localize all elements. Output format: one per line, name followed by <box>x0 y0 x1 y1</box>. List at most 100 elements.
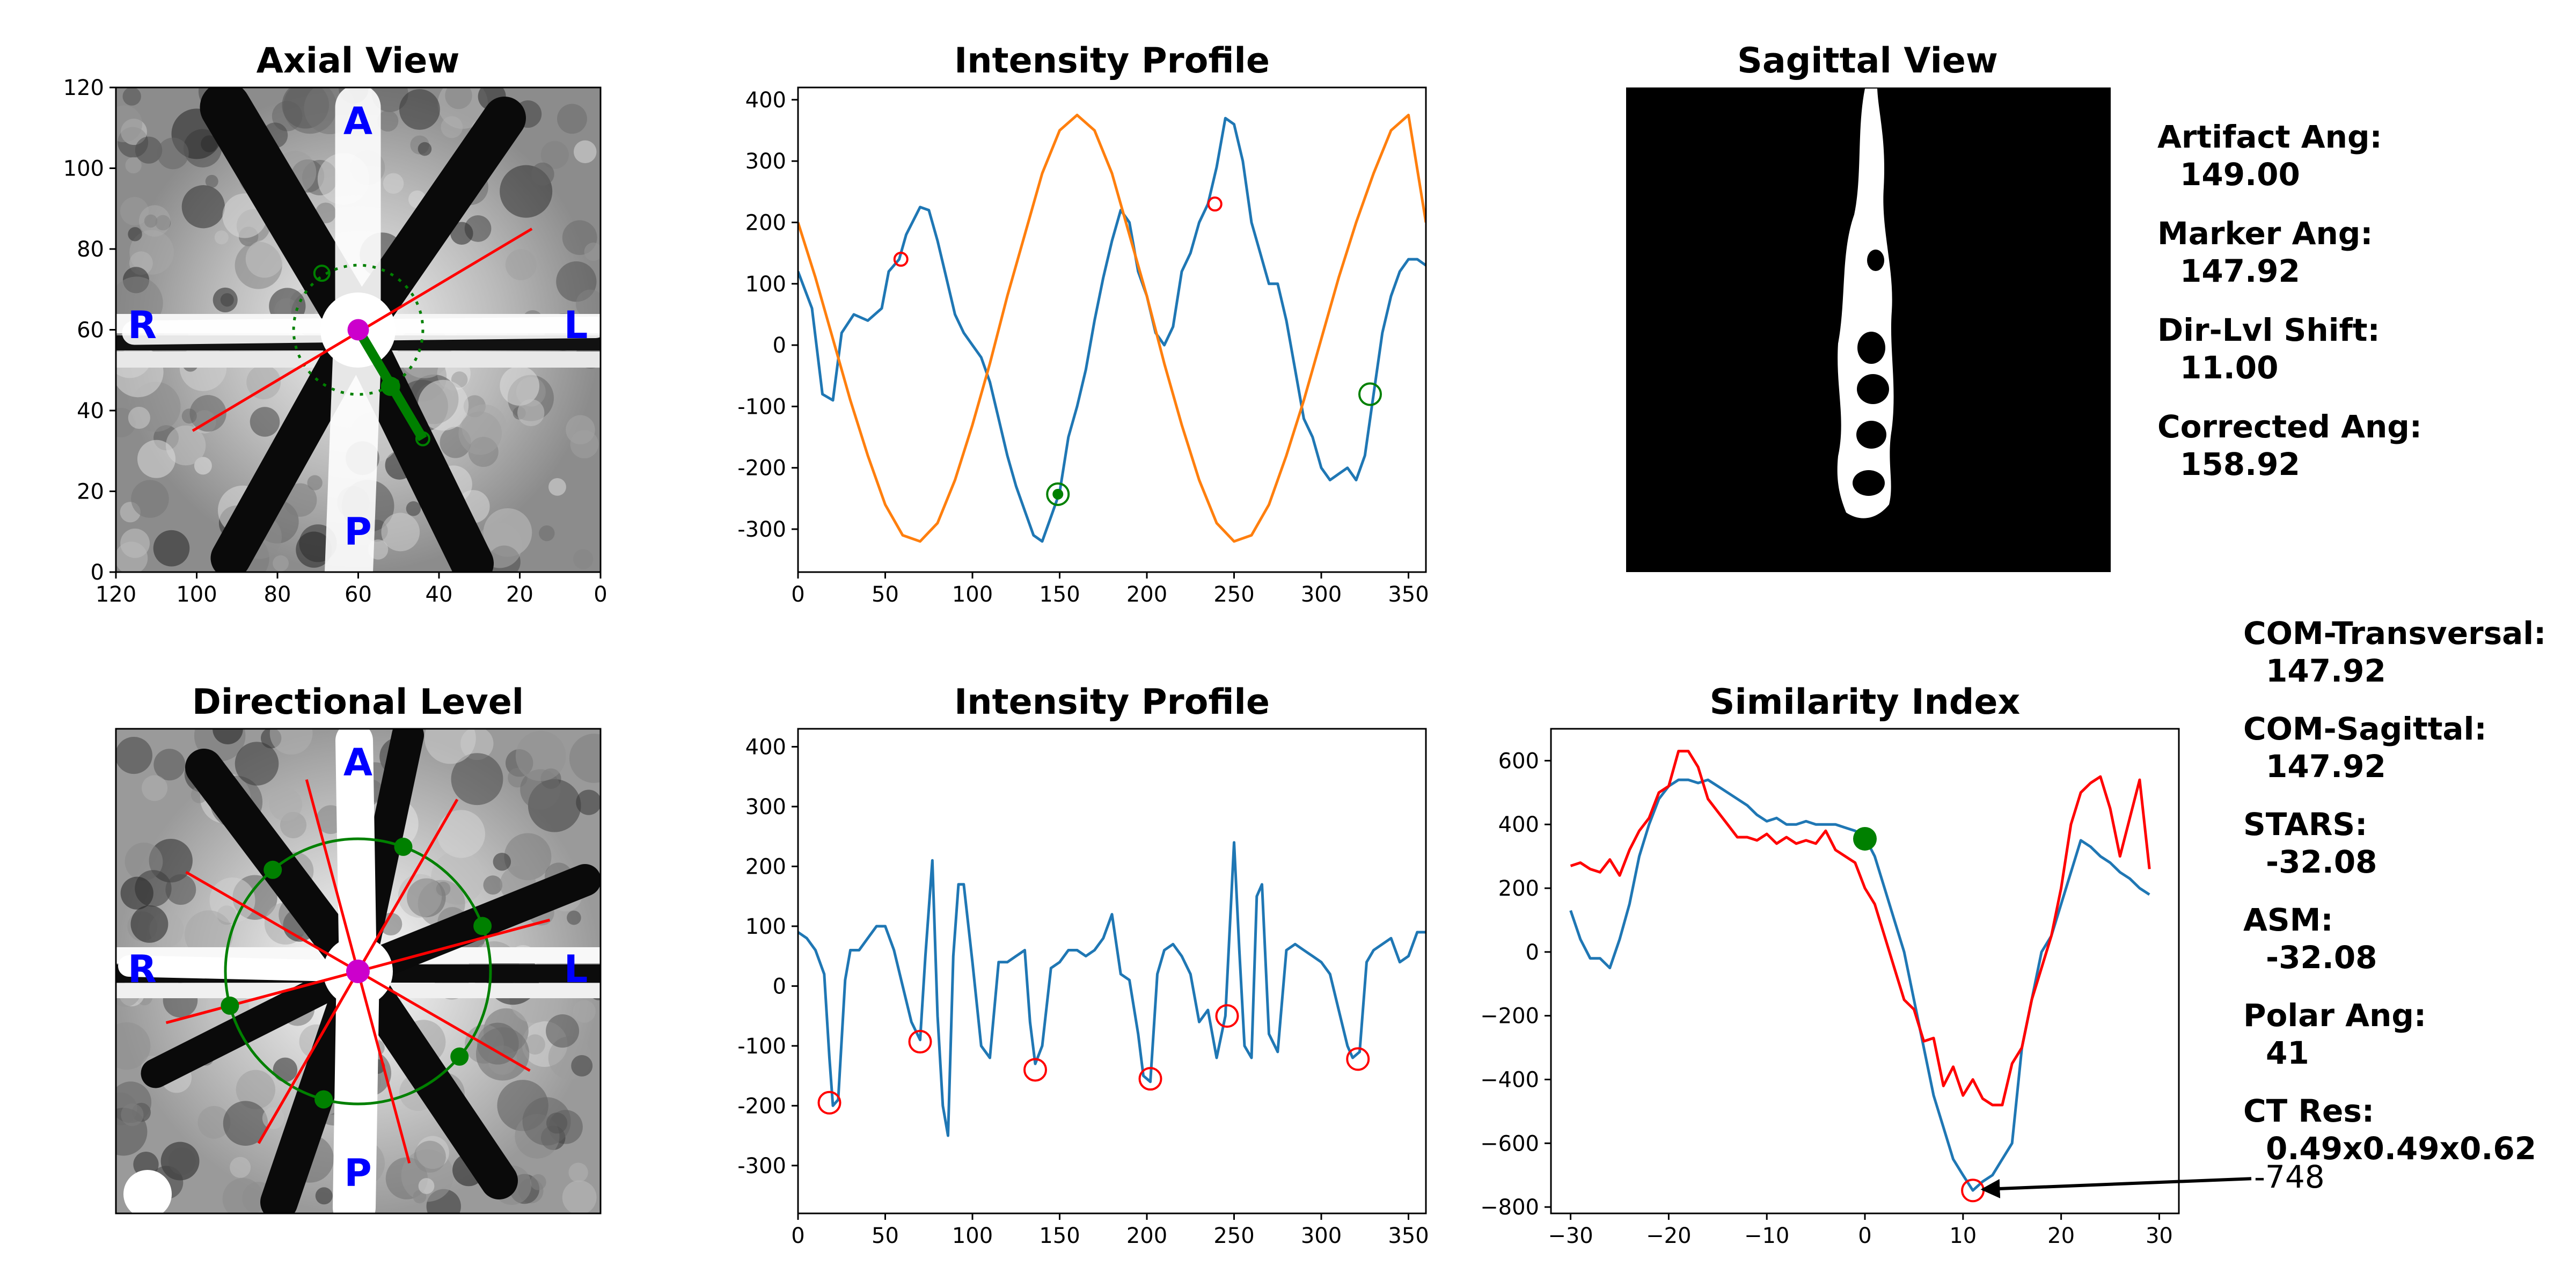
dir-orientation-left: L <box>564 947 588 991</box>
directional-level-title: Directional Level <box>192 682 524 722</box>
info-bottom-item-label: COM-Sagittal: <box>2243 711 2487 747</box>
intensity-profile-bottom-y-tick-label: -100 <box>737 1034 786 1059</box>
dir-level-marker <box>473 917 492 935</box>
similarity-index-title: Similarity Index <box>1710 682 2021 722</box>
intensity-profile-bottom-y-tick-label: 100 <box>745 914 786 939</box>
intensity-profile-bottom-frame <box>797 728 1427 1214</box>
intensity-profile-top-y-tick-label: 200 <box>745 210 786 235</box>
similarity-index-frame <box>1550 728 2180 1214</box>
dir-orientation-anterior: A <box>343 741 372 785</box>
intensity-profile-bottom-x-tick-label: 200 <box>1126 1224 1167 1248</box>
axial-x-tick-label: 80 <box>264 582 291 607</box>
intensity-profile-bottom-y-tick-label: -200 <box>737 1094 786 1118</box>
sagittal-view-panel: Sagittal View <box>1626 41 2111 572</box>
axial-marker-point-open <box>313 265 331 282</box>
axial-orientation-right: R <box>128 303 157 347</box>
intensity-profile-bottom-series-0-line <box>798 841 1426 1137</box>
info-bottom-item-value: -32.08 <box>2266 844 2377 880</box>
info-top-item-label: Artifact Ang: <box>2157 119 2382 155</box>
axial-orientation-left: L <box>564 303 588 347</box>
similarity-index-y-tick-label: −400 <box>1480 1067 1539 1092</box>
axial-y-tick-label: 80 <box>77 237 104 262</box>
similarity-index-x-tick-label: 10 <box>1949 1224 1977 1248</box>
intensity-profile-top-y-tick-label: -200 <box>737 456 786 481</box>
intensity-profile-bottom-y-tick-label: 300 <box>745 795 786 819</box>
similarity-index-plot-area <box>1569 750 2151 1192</box>
intensity-profile-bottom-x-tick-label: 350 <box>1388 1224 1429 1248</box>
similarity-index-x-tick-label: 20 <box>2047 1224 2075 1248</box>
axial-orientation-posterior: P <box>344 510 371 554</box>
directional-overlay <box>165 779 551 1164</box>
axial-orientation-anterior: A <box>343 99 372 143</box>
axial-marker-point <box>380 376 400 396</box>
axial-marker-end <box>415 431 430 447</box>
intensity-profile-top-y-tick-label: 300 <box>745 149 786 174</box>
intensity-profile-top-series-1-line <box>798 113 1426 543</box>
info-bottom-item-value: -32.08 <box>2266 939 2377 976</box>
similarity-index-y-tick-label: 400 <box>1498 813 1539 837</box>
intensity-profile-bottom-x-tick-label: 0 <box>791 1224 804 1248</box>
intensity-profile-top-x-tick-label: 100 <box>952 582 993 607</box>
similarity-index-y-tick-label: 0 <box>1526 940 1539 965</box>
intensity-profile-bottom-y-tick-label: 200 <box>745 854 786 879</box>
axial-x-tick-label: 60 <box>345 582 372 607</box>
dir-orientation-posterior: P <box>344 1151 371 1195</box>
intensity-profile-top-title: Intensity Profile <box>954 41 1270 81</box>
info-top-item-value: 149.00 <box>2180 156 2300 193</box>
sagittal-view-title: Sagittal View <box>1737 41 1998 81</box>
info-bottom-item-label: CT Res: <box>2243 1093 2374 1129</box>
info-bottom-item-label: STARS: <box>2243 806 2367 843</box>
dir-level-marker <box>221 996 239 1015</box>
intensity-profile-bottom-minimum-marker <box>1023 1058 1047 1082</box>
similarity-index-best-marker <box>1853 826 1877 851</box>
info-top-item-value: 147.92 <box>2180 253 2300 289</box>
axial-axis-ticks: 120 100 80 60 40 20 0 0 20 40 60 80 100 120 <box>63 76 608 607</box>
intensity-profile-top-y-tick-label: 0 <box>773 333 786 358</box>
intensity-profile-top-x-tick-label: 250 <box>1213 582 1254 607</box>
dir-level-marker <box>314 1090 333 1109</box>
intensity-profile-bottom-x-tick-label: 250 <box>1213 1224 1254 1248</box>
intensity-profile-top-panel: Intensity Profile 0 50 100 150 200 250 300 350 -3… <box>737 41 1429 607</box>
intensity-profile-bottom-y-tick-label: -300 <box>737 1154 786 1179</box>
info-bottom-item-value: 41 <box>2266 1035 2309 1071</box>
similarity-index-y-tick-label: −800 <box>1480 1195 1539 1220</box>
info-top-item-value: 11.00 <box>2180 349 2278 386</box>
intensity-profile-top-marker-dot <box>1052 488 1064 500</box>
intensity-profile-bottom-panel: Intensity Profile 0 50 100 150 200 250 300 350 -3… <box>737 682 1429 1248</box>
similarity-index-series-1-line <box>1570 750 2151 1107</box>
intensity-profile-top-x-tick-label: 350 <box>1388 582 1429 607</box>
intensity-profile-top-series-0-line <box>798 116 1426 543</box>
axial-center-point <box>347 319 369 341</box>
similarity-index-y-tick-label: 600 <box>1498 749 1539 773</box>
axial-y-tick-label: 60 <box>77 318 104 343</box>
similarity-index-x-tick-label: −10 <box>1744 1224 1789 1248</box>
info-bottom-item-value: 0.49x0.49x0.62 <box>2266 1130 2536 1167</box>
axial-x-tick-label: 20 <box>506 582 533 607</box>
similarity-index-y-tick-label: −200 <box>1480 1004 1539 1029</box>
info-top-item-value: 158.92 <box>2180 446 2300 482</box>
info-bottom-item-value: 147.92 <box>2266 748 2386 785</box>
intensity-profile-top-y-tick-label: -300 <box>737 517 786 542</box>
info-bottom-item-label: ASM: <box>2243 902 2333 938</box>
info-top-item-label: Dir-Lvl Shift: <box>2157 312 2380 348</box>
similarity-index-x-tick-label: −20 <box>1646 1224 1691 1248</box>
intensity-profile-bottom-title: Intensity Profile <box>954 682 1270 722</box>
intensity-profile-bottom-y-tick-label: 0 <box>773 974 786 999</box>
intensity-profile-top-y-tick-label: 400 <box>745 88 786 113</box>
axial-x-tick-label: 100 <box>176 582 217 607</box>
intensity-profile-bottom-minimum-marker <box>1138 1067 1162 1091</box>
intensity-profile-bottom-x-tick-label: 50 <box>872 1224 899 1248</box>
intensity-profile-top-x-tick-label: 300 <box>1301 582 1342 607</box>
intensity-profile-bottom-y-tick-label: 400 <box>745 735 786 759</box>
info-bottom-item-label: Polar Ang: <box>2243 997 2426 1034</box>
info-top-item-label: Marker Ang: <box>2157 215 2373 252</box>
intensity-profile-top-marker-open <box>1358 382 1382 406</box>
axial-view-panel: Axial View A P R <box>63 41 608 607</box>
intensity-profile-bottom-x-tick-label: 150 <box>1039 1224 1080 1248</box>
intensity-profile-top-marker-ring <box>1046 482 1070 506</box>
intensity-profile-top-x-tick-label: 0 <box>791 582 804 607</box>
axial-y-tick-label: 20 <box>77 480 104 504</box>
axial-marker-circle <box>292 264 425 396</box>
intensity-profile-top-frame <box>797 86 1427 573</box>
